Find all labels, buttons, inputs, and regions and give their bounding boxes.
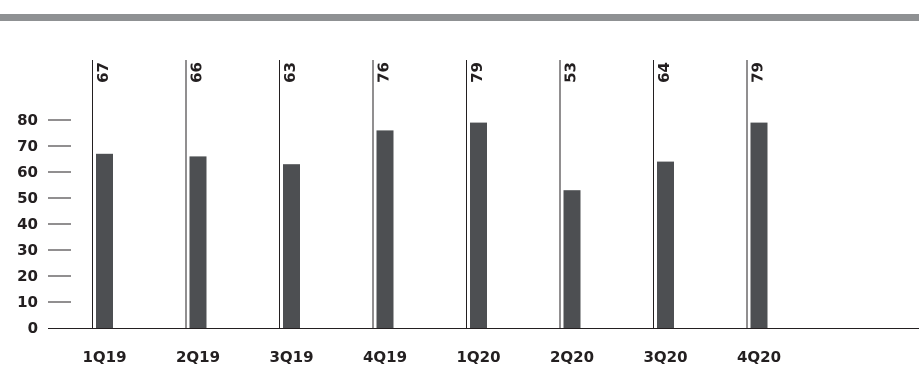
bar-value-label: 53 — [562, 62, 580, 83]
x-category-label: 1Q20 — [456, 348, 500, 366]
y-tick-label: 20 — [17, 267, 38, 285]
x-category-label: 3Q20 — [643, 348, 687, 366]
y-tick-label: 60 — [17, 163, 38, 181]
x-category-label: 2Q19 — [176, 348, 220, 366]
x-category-label: 3Q19 — [269, 348, 313, 366]
bar — [470, 122, 487, 328]
bar — [189, 156, 207, 328]
bar-value-label: 79 — [749, 62, 767, 83]
x-category-label: 4Q20 — [737, 348, 781, 366]
bar — [376, 130, 394, 328]
bar-value-label: 64 — [655, 62, 673, 83]
top-rule — [0, 14, 919, 21]
bar — [283, 164, 300, 328]
bars: 67 66 63 76 79 53 64 79 — [92, 60, 768, 328]
bar — [657, 161, 674, 328]
bar-value-label: 76 — [375, 62, 393, 83]
bar-value-label: 67 — [94, 62, 112, 83]
y-tick-label: 80 — [17, 111, 38, 129]
x-category-label: 1Q19 — [82, 348, 126, 366]
y-tick-label: 30 — [17, 241, 38, 259]
bar-value-label: 63 — [281, 62, 299, 83]
y-tick-label: 50 — [17, 189, 38, 207]
x-category-label: 4Q19 — [363, 348, 407, 366]
bar — [750, 122, 768, 328]
x-category-label: 2Q20 — [550, 348, 594, 366]
y-tick-label: 0 — [28, 319, 38, 337]
bar-value-label: 66 — [188, 62, 206, 83]
y-tick-label: 40 — [17, 215, 38, 233]
bar — [96, 153, 113, 328]
y-axis: 0 10 20 30 40 50 60 70 80 — [17, 111, 71, 337]
y-tick-label: 70 — [17, 137, 38, 155]
x-axis: 1Q19 2Q19 3Q19 4Q19 1Q20 2Q20 3Q20 4Q20 — [48, 328, 919, 366]
bar-value-label: 79 — [468, 62, 486, 83]
bar — [563, 190, 581, 328]
y-tick-label: 10 — [17, 293, 38, 311]
